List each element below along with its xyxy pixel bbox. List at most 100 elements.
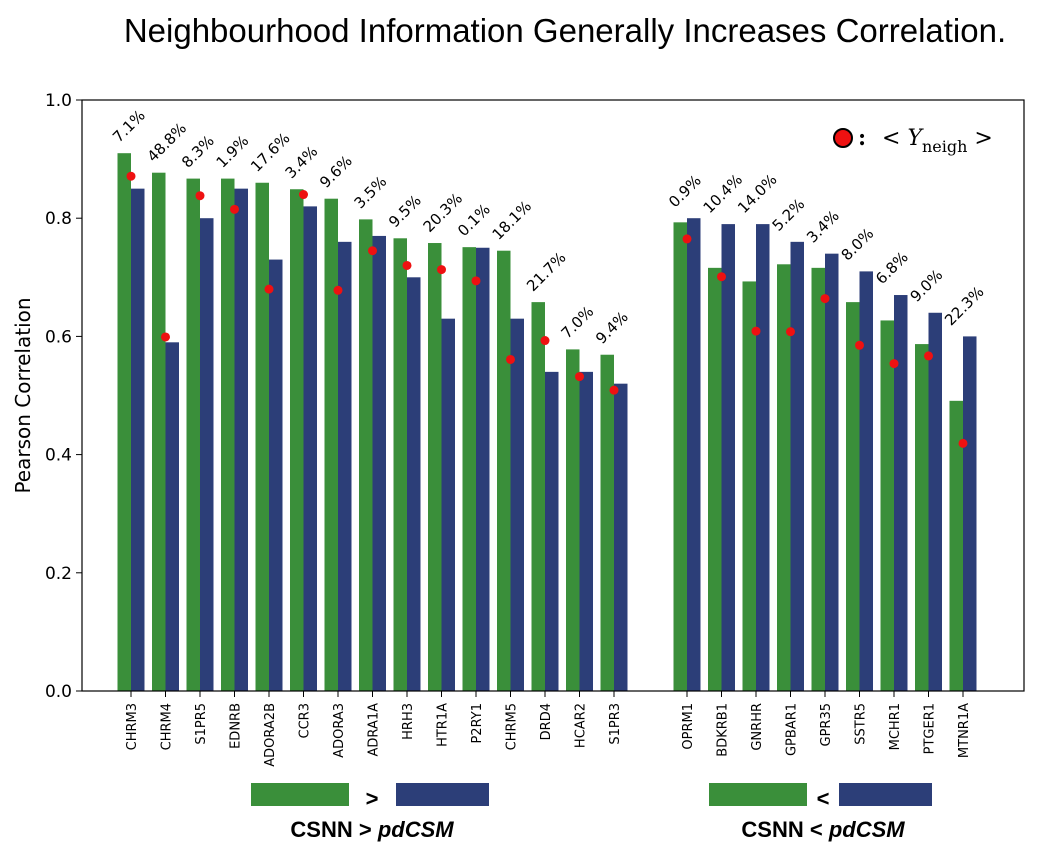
key-caption: CSNN < pdCSM: [741, 817, 905, 842]
pct-label-s1pr3: 9.4%: [592, 308, 632, 348]
pct-label-chrm5: 18.1%: [489, 197, 535, 243]
pct-label-sstr5: 8.0%: [838, 225, 878, 265]
x-tick-label-bdkrb1: BDKRB1: [716, 703, 731, 757]
bar-pdcsm-hrh3: [407, 277, 421, 691]
x-tick-label-hcar2: HCAR2: [574, 703, 589, 748]
bar-pdcsm-mchr1: [894, 295, 908, 691]
x-tick-label-adora2b: ADORA2B: [263, 703, 278, 767]
marker-neigh-htr1a: [437, 265, 446, 275]
plot-area: 7.1%48.8%8.3%1.9%17.6%3.4%9.6%3.5%9.5%20…: [109, 106, 988, 692]
legend: : < Yneigh >: [833, 125, 993, 156]
bar-csnn-adora3: [324, 198, 338, 691]
bar-pdcsm-adora3: [338, 241, 352, 691]
bar-csnn-s1pr5: [186, 178, 200, 691]
bar-csnn-oprm1: [673, 222, 687, 691]
pct-label-chrm3: 7.1%: [109, 106, 149, 146]
x-tick-label-chrm4: CHRM4: [160, 703, 175, 750]
marker-neigh-s1pr3: [609, 385, 619, 395]
marker-neigh-bdkrb1: [717, 272, 726, 282]
marker-neigh-ccr3: [299, 190, 308, 200]
bar-csnn-hrh3: [393, 238, 407, 691]
bar-csnn-chrm3: [117, 153, 131, 691]
x-tick-label-gnrhr: GNRHR: [750, 703, 765, 751]
comparison-key: > CSNN > pdCSM < CSNN < pdCSM: [251, 783, 932, 842]
marker-neigh-gpr35: [820, 294, 830, 304]
pct-label-ednrb: 1.9%: [213, 132, 253, 172]
bar-pdcsm-hcar2: [579, 371, 593, 691]
marker-neigh-chrm3: [126, 171, 136, 181]
legend-marker-icon: [833, 128, 853, 148]
bar-csnn-hcar2: [566, 349, 580, 691]
bar-csnn-mtnr1a: [949, 400, 963, 691]
bar-pdcsm-gnrhr: [756, 224, 770, 692]
bar-pdcsm-sstr5: [859, 271, 873, 691]
bar-csnn-htr1a: [428, 243, 442, 691]
bar-csnn-drd4: [531, 302, 545, 691]
pct-label-mtnr1a: 22.3%: [941, 283, 987, 329]
marker-neigh-drd4: [540, 336, 550, 346]
bar-pdcsm-adra1a: [372, 235, 386, 691]
bar-pdcsm-chrm4: [165, 342, 179, 691]
x-tick-label-s1pr3: S1PR3: [608, 703, 623, 745]
x-tick-label-ednrb: EDNRB: [229, 703, 244, 749]
legend-label: < Yneigh >: [882, 126, 993, 156]
bar-pdcsm-mtnr1a: [963, 336, 977, 691]
marker-neigh-s1pr5: [195, 191, 205, 201]
pct-label-drd4: 21.7%: [523, 249, 569, 295]
marker-neigh-chrm5: [506, 354, 515, 364]
bar-pdcsm-ednrb: [234, 188, 248, 691]
bar-csnn-ednrb: [221, 178, 235, 691]
marker-neigh-adra1a: [368, 246, 377, 256]
key-pdcsm-swatch: [396, 783, 489, 806]
key-csnn-swatch: [709, 783, 807, 806]
marker-neigh-gnrhr: [751, 326, 761, 336]
x-tick-label-adra1a: ADRA1A: [367, 703, 382, 757]
bar-csnn-chrm4: [152, 172, 166, 691]
bar-pdcsm-drd4: [545, 371, 559, 691]
bar-pdcsm-s1pr3: [614, 383, 628, 691]
pct-label-gpr35: 3.4%: [803, 207, 843, 247]
key-symbol: <: [817, 786, 830, 811]
marker-neigh-adora2b: [264, 284, 274, 294]
x-tick-label-mchr1: MCHR1: [888, 703, 903, 750]
bar-pdcsm-ptger1: [928, 312, 942, 691]
x-tick-label-p2ry1: P2RY1: [470, 703, 485, 744]
x-tick-label-mtnr1a: MTNR1A: [957, 703, 972, 758]
marker-neigh-hrh3: [402, 260, 412, 270]
bar-pdcsm-oprm1: [687, 218, 701, 691]
bar-csnn-bdkrb1: [708, 267, 722, 691]
x-tick-label-hrh3: HRH3: [401, 703, 416, 740]
pct-label-oprm1: 0.9%: [665, 171, 705, 211]
bar-pdcsm-chrm5: [510, 318, 524, 691]
pct-label-ccr3: 3.4%: [282, 142, 322, 182]
pct-label-hcar2: 7.0%: [558, 303, 598, 343]
bar-csnn-gpbar1: [777, 264, 791, 691]
key-symbol: >: [366, 786, 379, 811]
key-csnn-swatch: [251, 783, 349, 806]
bar-csnn-p2ry1: [462, 247, 476, 691]
y-tick-label: 0.6: [45, 327, 72, 347]
x-tick-label-ptger1: PTGER1: [923, 703, 938, 754]
x-tick-label-chrm3: CHRM3: [125, 703, 140, 750]
bar-pdcsm-p2ry1: [476, 247, 490, 691]
y-tick-label: 0.0: [45, 682, 72, 702]
pct-label-adora3: 9.6%: [316, 152, 356, 192]
bar-csnn-ptger1: [915, 344, 929, 691]
bar-pdcsm-ccr3: [303, 206, 317, 691]
marker-neigh-oprm1: [682, 234, 692, 244]
marker-neigh-mtnr1a: [958, 438, 968, 448]
marker-neigh-p2ry1: [471, 276, 481, 286]
x-tick-label-drd4: DRD4: [539, 703, 554, 740]
x-tick-label-s1pr5: S1PR5: [194, 703, 209, 745]
y-tick-label: 0.8: [45, 209, 72, 229]
marker-neigh-chrm4: [161, 332, 170, 342]
bar-pdcsm-adora2b: [269, 259, 283, 691]
x-tick-label-ccr3: CCR3: [298, 703, 313, 738]
marker-neigh-ednrb: [230, 204, 239, 214]
bar-pdcsm-s1pr5: [200, 218, 214, 691]
bar-csnn-mchr1: [880, 320, 894, 691]
bar-csnn-gnrhr: [742, 281, 756, 691]
bar-csnn-gpr35: [811, 267, 825, 691]
key-pdcsm-swatch: [839, 783, 932, 806]
